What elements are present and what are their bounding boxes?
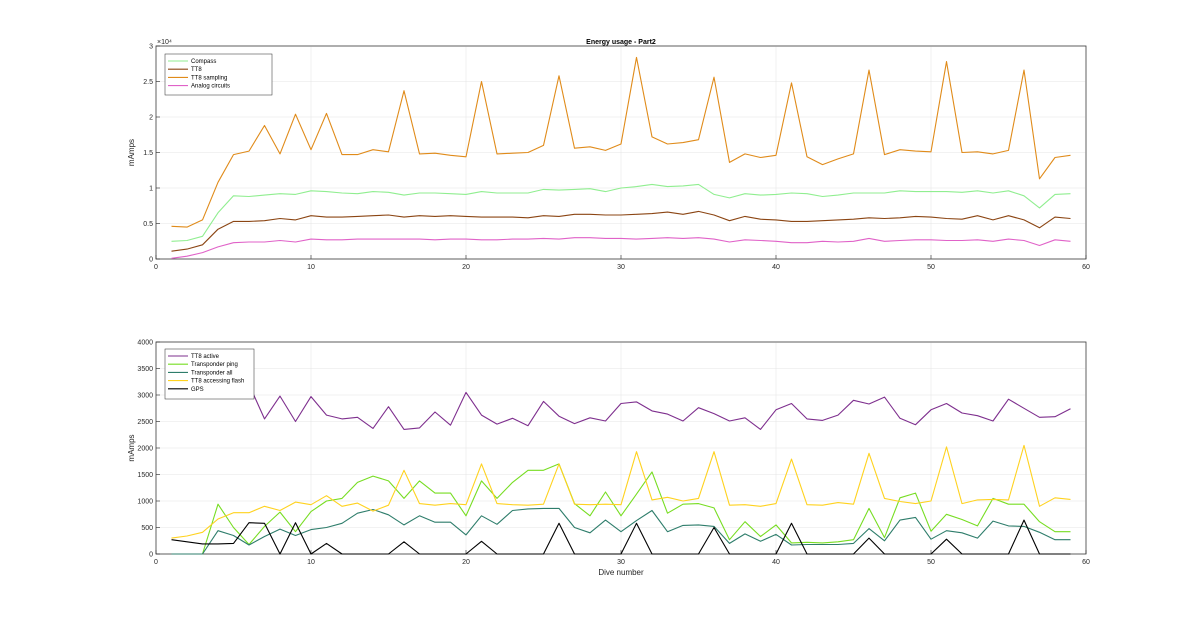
chart1-legend-label-compass: Compass bbox=[191, 59, 216, 65]
chart1-axes-border bbox=[155, 45, 1087, 260]
chart1-legend-label-tt8-sampling: TT8 sampling bbox=[191, 75, 227, 81]
chart2-x-tick-label: 10 bbox=[307, 559, 315, 566]
chart2-x-tick-label: 30 bbox=[617, 559, 625, 566]
chart2-legend-box bbox=[164, 348, 255, 400]
chart2-legend-label-tt8-active: TT8 active bbox=[191, 354, 220, 360]
chart1-legend-label-analog-circuits: Analog circuits bbox=[191, 84, 230, 90]
chart2-x-tick-label: 50 bbox=[927, 559, 935, 566]
chart2-y-tick-label: 1500 bbox=[137, 472, 153, 479]
chart2-y-tick-label: 3000 bbox=[137, 393, 153, 400]
chart1-x-tick-label: 60 bbox=[1082, 264, 1090, 271]
chart2-legend-label-gps: GPS bbox=[191, 387, 204, 393]
chart1-y-tick-label: 1.5 bbox=[143, 150, 153, 157]
chart2-y-axis-label: mAmps bbox=[127, 434, 136, 461]
chart1-y-axis-label: mAmps bbox=[127, 139, 136, 166]
chart1-series-tt8 bbox=[171, 210, 1071, 252]
chart1-y-tick-label: 1 bbox=[149, 186, 153, 193]
chart1-y-tick-label: 3 bbox=[149, 44, 153, 51]
chart1-x-tick-label: 40 bbox=[772, 264, 780, 271]
chart1-y-tick-label: 0.5 bbox=[143, 221, 153, 228]
chart1-x-tick-label: 30 bbox=[617, 264, 625, 271]
chart2-y-tick-label: 2500 bbox=[137, 419, 153, 426]
chart1-series-compass bbox=[171, 183, 1071, 242]
chart2-legend-label-tt8-accessing-flash: TT8 accessing flash bbox=[191, 379, 244, 385]
chart2-y-tick-label: 500 bbox=[141, 525, 153, 532]
chart1-x-tick-label: 20 bbox=[462, 264, 470, 271]
chart1-title: Energy usage - Part2 bbox=[586, 39, 656, 46]
chart2-series-gps bbox=[171, 519, 1071, 555]
chart1-y-tick-label: 0 bbox=[149, 257, 153, 264]
chart1-x-tick-label: 10 bbox=[307, 264, 315, 271]
chart2-x-axis-label: Dive number bbox=[598, 568, 644, 577]
chart2-series-transponder-all bbox=[171, 507, 1071, 555]
chart2-x-tick-label: 20 bbox=[462, 559, 470, 566]
chart2-legend-label-transponder-ping: Transponder ping bbox=[191, 362, 238, 368]
chart2-x-tick-label: 60 bbox=[1082, 559, 1090, 566]
chart2-series-transponder-ping bbox=[171, 463, 1071, 555]
chart2-y-tick-label: 0 bbox=[149, 552, 153, 559]
chart1-x-tick-label: 0 bbox=[154, 264, 158, 271]
chart1-y-exponent: ×10⁴ bbox=[157, 39, 172, 46]
chart2-x-tick-label: 40 bbox=[772, 559, 780, 566]
chart2-y-tick-label: 4000 bbox=[137, 340, 153, 347]
chart2-series-tt8-active bbox=[248, 384, 1071, 430]
chart1-y-tick-label: 2 bbox=[149, 115, 153, 122]
chart1-series-tt8-sampling bbox=[171, 56, 1071, 228]
chart1-y-tick-label: 2.5 bbox=[143, 79, 153, 86]
chart1-legend-label-tt8: TT8 bbox=[191, 67, 202, 73]
chart2-y-tick-label: 2000 bbox=[137, 446, 153, 453]
chart1-x-tick-label: 50 bbox=[927, 264, 935, 271]
chart2-legend-label-transponder-all: Transponder all bbox=[191, 370, 232, 376]
chart2-y-tick-label: 3500 bbox=[137, 366, 153, 373]
chart1-series-analog-circuits bbox=[171, 237, 1071, 259]
chart2-x-tick-label: 0 bbox=[154, 559, 158, 566]
chart2-y-tick-label: 1000 bbox=[137, 499, 153, 506]
chart2-series-tt8-accessing-flash bbox=[171, 444, 1071, 539]
